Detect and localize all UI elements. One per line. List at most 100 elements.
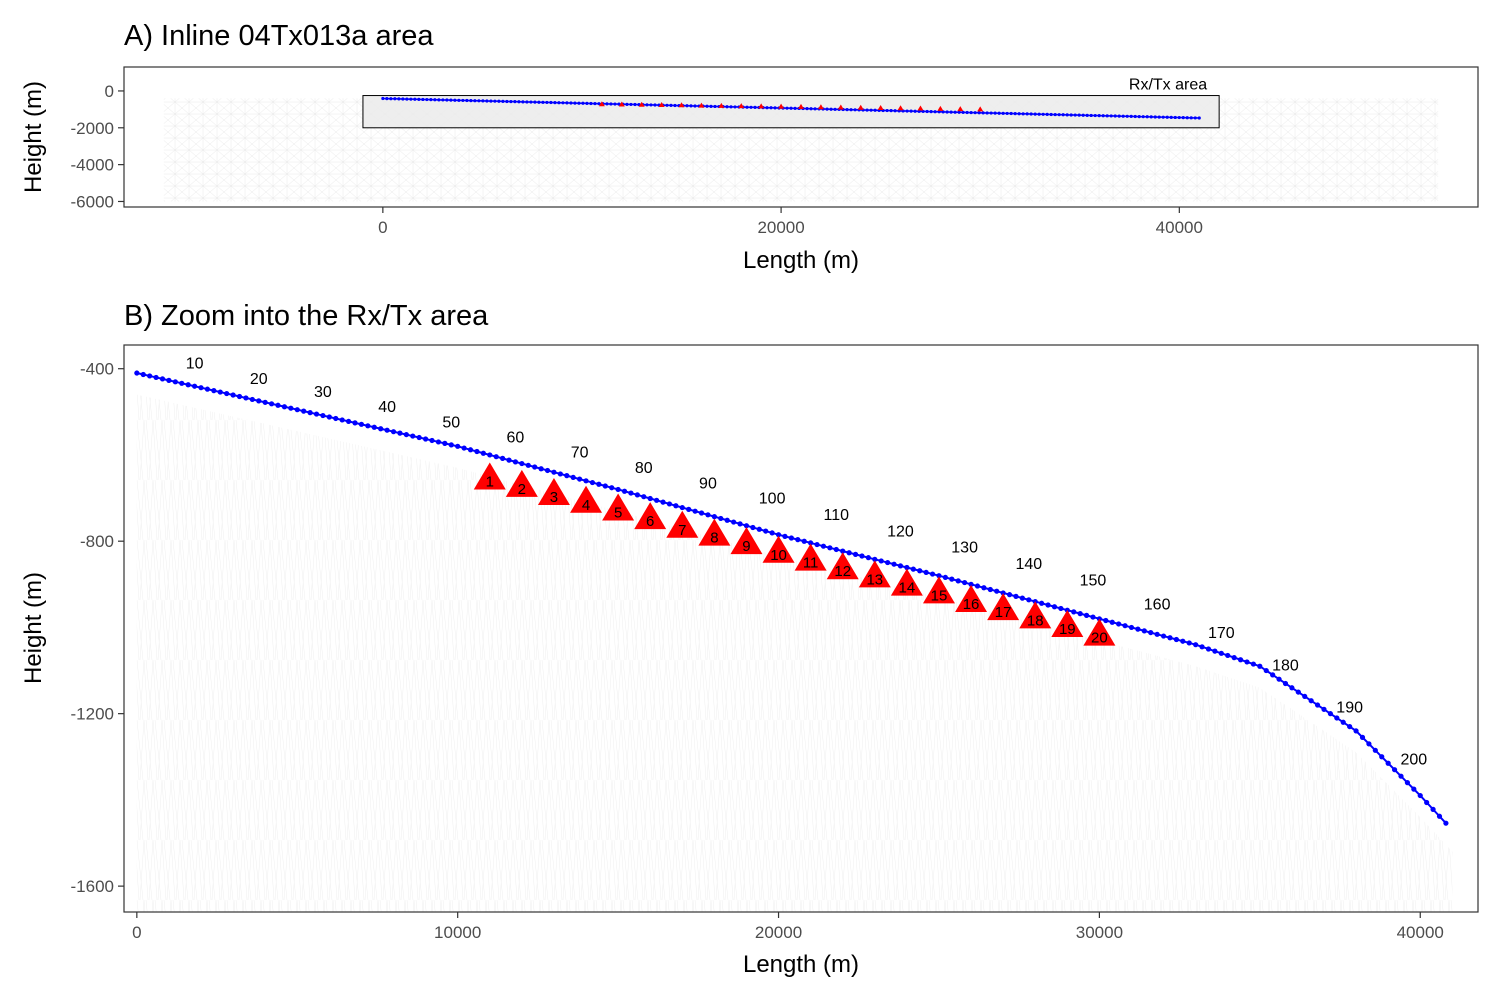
transmitter-triangle (922, 576, 955, 604)
receiver-point (1089, 113, 1093, 118)
receiver-point (421, 97, 425, 102)
receiver-point (1148, 629, 1154, 636)
receiver-point (1398, 773, 1404, 779)
receiver-point (917, 568, 923, 574)
receiver-point (749, 105, 753, 109)
transmitter-label: 18 (1027, 612, 1044, 629)
receiver-point (1137, 114, 1141, 119)
receiver-point (981, 111, 985, 115)
transmitter-label: 17 (995, 604, 1012, 621)
transmitter-triangle (666, 510, 699, 538)
receiver-point (897, 563, 904, 569)
receiver-point (602, 483, 608, 489)
receiver-point (933, 110, 937, 114)
transmitter-marker: 3 (537, 478, 570, 506)
transmitter-marker: 9 (730, 527, 763, 555)
receiver-point (1021, 112, 1025, 116)
receiver-point (301, 408, 307, 414)
receiver-point (435, 439, 442, 445)
receiver-point (172, 379, 178, 385)
receiver-point (1049, 112, 1053, 117)
receiver-point (442, 440, 448, 446)
receiver-point (1083, 612, 1090, 618)
receiver-point (243, 395, 249, 401)
receiver-point (885, 559, 891, 566)
receiver-point (1125, 114, 1129, 118)
transmitter-marker: 5 (602, 493, 635, 522)
transmitter-label: 11 (803, 555, 819, 572)
receiver-point (461, 445, 467, 451)
receiver-point (725, 105, 729, 109)
receiver-point (904, 564, 910, 571)
receiver-point (743, 523, 750, 529)
receiver-point (785, 106, 789, 110)
receiver-point (653, 103, 657, 107)
transmitter-marker: 10 (762, 535, 795, 564)
receiver-point (705, 512, 711, 518)
receiver-label: 60 (507, 429, 525, 446)
receiver-point (365, 423, 371, 429)
receiver-point (405, 97, 409, 101)
receiver-point (1177, 115, 1181, 120)
receiver-point (685, 104, 689, 108)
receiver-point (437, 98, 441, 102)
receiver-label: 140 (1015, 556, 1042, 573)
receiver-point (1366, 741, 1372, 747)
receiver-point (1025, 112, 1029, 116)
receiver-point (1085, 113, 1089, 117)
receiver-point (465, 98, 469, 103)
receiver-point (569, 101, 573, 105)
receiver-label: 150 (1080, 573, 1107, 590)
receiver-point (525, 462, 531, 468)
transmitter-marker: 17 (987, 593, 1020, 621)
receiver-point (709, 104, 713, 108)
receiver-point (294, 407, 300, 413)
receiver-point (789, 106, 793, 110)
receiver-point (1145, 115, 1149, 119)
transmitter-triangle (794, 543, 827, 571)
receiver-point (609, 102, 613, 106)
receiver-point (1000, 590, 1006, 596)
receiver-point (693, 104, 697, 108)
transmitter-point (957, 106, 964, 112)
receiver-point (473, 99, 477, 103)
receiver-point (1141, 115, 1145, 119)
receiver-point (1237, 657, 1244, 663)
receiver-point (577, 476, 583, 482)
receiver-point (403, 431, 409, 438)
receiver-point (1372, 747, 1378, 753)
receiver-point (1244, 659, 1250, 665)
receiver-point (1001, 111, 1005, 115)
transmitter-label: 2 (518, 481, 526, 498)
receiver-point (525, 100, 529, 104)
transmitter-label: 6 (646, 513, 654, 530)
receiver-point (913, 109, 917, 113)
receiver-point (529, 100, 533, 104)
receiver-point (929, 110, 933, 114)
receiver-point (1411, 786, 1417, 792)
receiver-point (1165, 115, 1169, 119)
transmitter-label: 3 (550, 489, 558, 506)
receiver-point (1057, 113, 1061, 117)
receiver-point (166, 377, 172, 383)
receiver-point (660, 499, 666, 505)
receiver-point (1353, 728, 1359, 734)
receiver-point (583, 478, 589, 484)
receiver-point (249, 396, 255, 403)
receiver-point (409, 97, 413, 101)
receiver-point (1153, 115, 1157, 119)
transmitter-point (937, 105, 944, 111)
receiver-point (846, 550, 852, 556)
transmitter-point (698, 102, 705, 108)
transmitter-triangle (955, 584, 988, 612)
receiver-point (1257, 663, 1263, 669)
receiver-point (809, 107, 813, 111)
receiver-label: 40 (378, 399, 396, 416)
transmitter-label: 14 (899, 580, 916, 597)
receiver-point (561, 101, 565, 105)
receiver-point (808, 540, 814, 546)
receiver-point (852, 551, 859, 557)
receiver-point (455, 443, 461, 449)
receiver-label: 10 (186, 356, 204, 373)
